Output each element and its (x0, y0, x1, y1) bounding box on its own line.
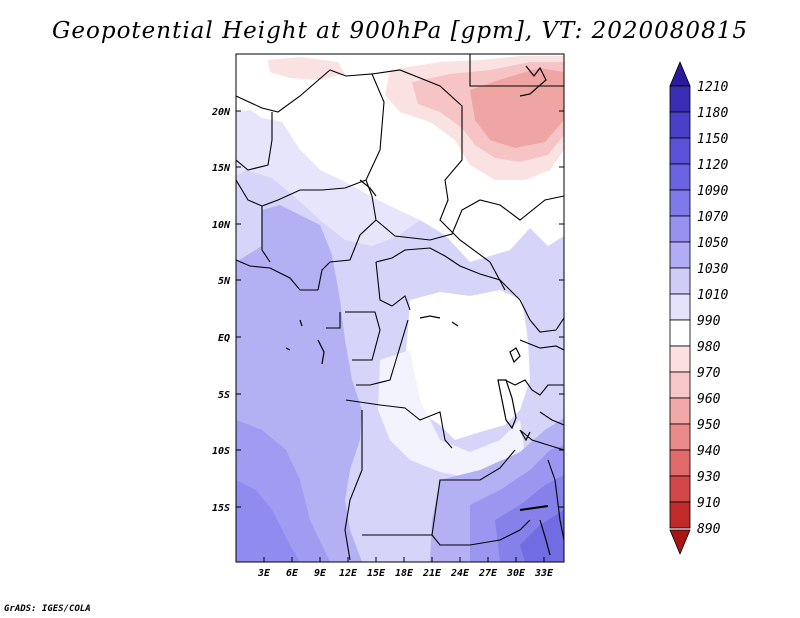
lon-axis: 3E 6E 9E 12E 15E 18E 21E 24E 27E 30E 33E (257, 557, 554, 579)
lon-tick-label: 6E (286, 568, 299, 579)
colorbar-cells (669, 85, 691, 529)
colorbar-labels: 1210 1180 1150 1120 1090 1070 1050 1030 … (697, 80, 728, 537)
colorbar-label: 940 (697, 444, 721, 459)
lon-tick-label: 15E (367, 568, 386, 579)
colorbar-label: 1090 (697, 184, 728, 199)
lat-tick-label: 15S (212, 503, 230, 514)
colorbar-cell (669, 137, 691, 165)
colorbar-cell (669, 215, 691, 243)
colorbar-label: 890 (697, 522, 721, 537)
lat-tick-label: 10S (212, 446, 230, 457)
colorbar-label: 970 (697, 366, 721, 381)
field-pale-north (236, 110, 420, 246)
colorbar-label: 1150 (697, 132, 728, 147)
lon-tick-label: 21E (422, 568, 442, 579)
colorbar-cell (669, 163, 691, 191)
colorbar-label: 1180 (697, 106, 728, 121)
chart-title: Geopotential Height at 900hPa [gpm], VT:… (52, 18, 748, 44)
colorbar-bottom-arrow (669, 529, 691, 556)
colorbar-cell (669, 267, 691, 295)
colorbar-label: 1010 (697, 288, 728, 303)
colorbar-cell (669, 293, 691, 321)
colorbar-label: 930 (697, 470, 721, 485)
colorbar-cell (669, 345, 691, 373)
lon-tick-label: 30E (506, 568, 526, 579)
colorbar-cell (669, 449, 691, 477)
colorbar-cell (669, 189, 691, 217)
colorbar-cell (669, 475, 691, 503)
colorbar-label: 1120 (697, 158, 728, 173)
colorbar-top-arrow (669, 60, 691, 87)
lat-tick-label: 20N (211, 107, 231, 118)
lat-tick-label: 5S (218, 390, 230, 401)
colorbar-label: 910 (697, 496, 721, 511)
field-purple-west-deeper (236, 480, 300, 562)
map-frame (235, 53, 565, 563)
colorbar-cell (669, 397, 691, 425)
field-se-4 (520, 510, 564, 562)
grads-credit: GrADS: IGES/COLA (4, 604, 91, 614)
field-white-center2 (378, 350, 525, 478)
colorbar-label: 980 (697, 340, 721, 355)
colorbar-cell (669, 85, 691, 113)
colorbar-label: 960 (697, 392, 721, 407)
lon-tick-label: 9E (314, 568, 327, 579)
field-white-center (405, 290, 530, 440)
lat-tick-label: 10N (212, 220, 231, 231)
colorbar-label: 1050 (697, 236, 728, 251)
lon-tick-label: 27E (478, 568, 498, 579)
lon-tick-label: 3E (257, 568, 271, 579)
colorbar-label: 1030 (697, 262, 728, 277)
lakes (285, 65, 551, 556)
colorbar-cell (669, 319, 691, 347)
height-field (236, 54, 564, 562)
lat-tick-label: 5N (218, 276, 231, 287)
lon-tick-label: 18E (395, 568, 414, 579)
colorbar-cell (669, 501, 691, 529)
country-boundaries (236, 54, 564, 561)
field-pink-inner (470, 68, 564, 148)
lon-tick-label: 12E (339, 568, 358, 579)
lon-tick-label: 33E (534, 568, 554, 579)
lat-tick-label: 15N (212, 163, 231, 174)
lat-tick-label: EQ (218, 333, 230, 344)
colorbar-cell (669, 423, 691, 451)
colorbar-label: 950 (697, 418, 721, 433)
colorbar-cell (669, 241, 691, 269)
colorbar-label: 1210 (697, 80, 728, 95)
lon-tick-label: 24E (450, 568, 470, 579)
colorbar: 1210 1180 1150 1120 1090 1070 1050 1030 … (669, 60, 728, 556)
colorbar-label: 990 (697, 314, 721, 329)
colorbar-label: 1070 (697, 210, 728, 225)
colorbar-cell (669, 371, 691, 399)
colorbar-cell (669, 111, 691, 139)
lat-axis: 20N 15N 10N 5N EQ 5S 10S 15S (211, 107, 564, 514)
